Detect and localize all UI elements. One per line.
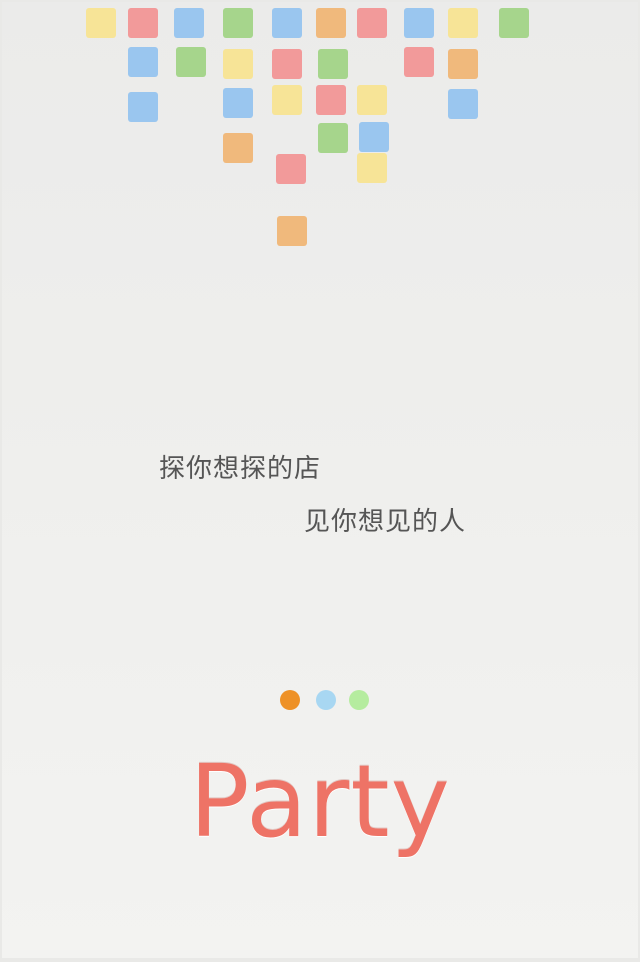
tile-pink — [128, 8, 158, 38]
tile-blue — [174, 8, 204, 38]
tile-orange — [316, 8, 346, 38]
tile-yellow — [223, 49, 253, 79]
page-dot-1[interactable] — [280, 690, 300, 710]
tile-yellow — [272, 85, 302, 115]
tile-pink — [276, 154, 306, 184]
tile-pink — [404, 47, 434, 77]
page-dot-3[interactable] — [349, 690, 369, 710]
tile-blue — [404, 8, 434, 38]
tile-blue — [448, 89, 478, 119]
tile-pink — [316, 85, 346, 115]
tile-yellow — [357, 85, 387, 115]
tile-blue — [223, 88, 253, 118]
tile-yellow — [357, 153, 387, 183]
tile-orange — [223, 133, 253, 163]
tile-pink — [357, 8, 387, 38]
tagline-line-2: 见你想见的人 — [304, 507, 467, 537]
app-logo: Party — [189, 743, 451, 860]
tile-orange — [448, 49, 478, 79]
tile-blue — [128, 47, 158, 77]
tile-pink — [272, 49, 302, 79]
page-dot-2[interactable] — [316, 690, 336, 710]
tagline-line-1: 探你想探的店 — [159, 454, 322, 484]
tile-yellow — [448, 8, 478, 38]
page-indicator — [2, 690, 638, 712]
tile-yellow — [86, 8, 116, 38]
tile-blue — [359, 122, 389, 152]
tile-blue — [272, 8, 302, 38]
tile-orange — [277, 216, 307, 246]
tile-green — [318, 123, 348, 153]
tile-green — [318, 49, 348, 79]
tile-blue — [128, 92, 158, 122]
tile-green — [223, 8, 253, 38]
tile-green — [499, 8, 529, 38]
decorative-tiles — [2, 2, 638, 262]
tile-green — [176, 47, 206, 77]
